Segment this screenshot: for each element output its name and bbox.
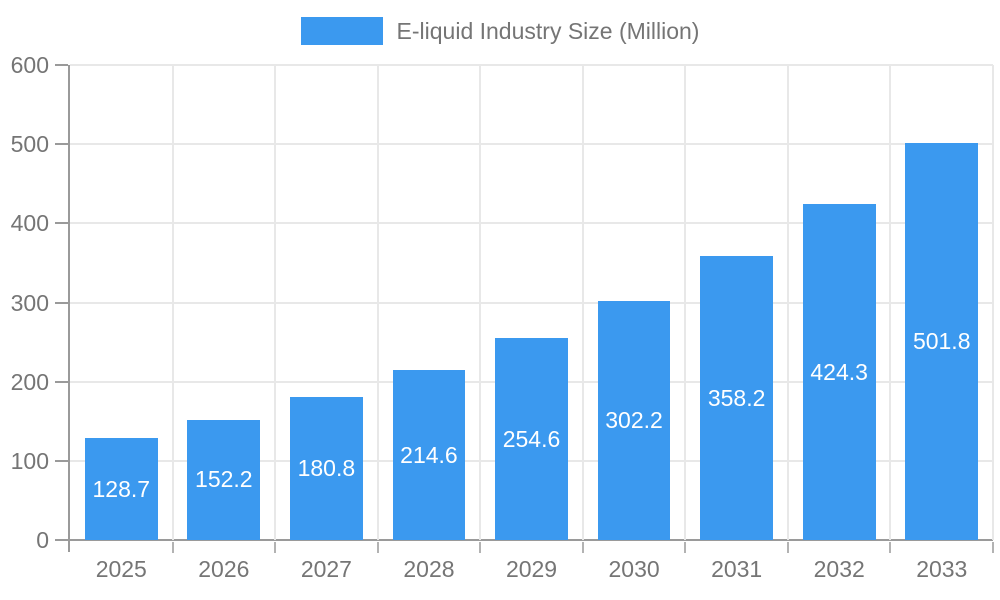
y-axis-tick bbox=[55, 301, 68, 304]
bar-2026[interactable]: 152.2 bbox=[187, 419, 261, 540]
gridline-vertical bbox=[479, 65, 482, 540]
legend-swatch[interactable] bbox=[300, 17, 383, 45]
legend-label[interactable]: E-liquid Industry Size (Million) bbox=[396, 17, 700, 44]
x-axis-label: 2031 bbox=[711, 556, 763, 582]
y-axis-tick bbox=[55, 539, 68, 541]
y-axis-tick-label: 400 bbox=[10, 210, 49, 237]
y-axis-tick-label: 100 bbox=[10, 447, 49, 474]
bar-2031[interactable]: 358.2 bbox=[700, 256, 774, 540]
bar-value-label: 254.6 bbox=[502, 425, 561, 452]
bar-2029[interactable]: 254.6 bbox=[495, 338, 568, 540]
x-axis-label: 2026 bbox=[198, 556, 250, 582]
y-axis-tick-label: 200 bbox=[10, 368, 49, 395]
gridline-vertical bbox=[992, 65, 994, 540]
gridline-vertical bbox=[684, 65, 687, 540]
plot-area: 128.7 152.2 180.8 214.6 254.6 302.2 358.2 424.3… bbox=[70, 64, 994, 553]
bar-value-label: 180.8 bbox=[297, 454, 356, 481]
x-axis-tick bbox=[786, 542, 789, 553]
x-axis-tick bbox=[581, 542, 584, 553]
gridline-vertical bbox=[889, 65, 892, 540]
gridline-horizontal bbox=[70, 64, 993, 66]
x-axis-tick bbox=[479, 542, 482, 553]
gridline-vertical bbox=[274, 65, 277, 540]
bar-2025[interactable]: 128.7 bbox=[84, 438, 158, 540]
bar-value-label: 302.2 bbox=[605, 406, 663, 433]
x-axis-label: 2025 bbox=[95, 556, 147, 582]
y-axis-tick bbox=[55, 143, 68, 146]
x-axis-label: 2027 bbox=[300, 556, 352, 582]
y-axis-tick bbox=[55, 459, 68, 462]
x-axis-label: 2032 bbox=[813, 556, 865, 582]
gridline-horizontal bbox=[70, 143, 993, 146]
y-axis-tick-label: 500 bbox=[10, 131, 49, 158]
bar-2033[interactable]: 501.8 bbox=[905, 142, 979, 540]
x-axis-tick bbox=[992, 542, 994, 553]
x-axis-line bbox=[68, 539, 993, 541]
gridline-vertical bbox=[376, 65, 379, 540]
y-axis-tick-label: 0 bbox=[36, 527, 49, 553]
x-axis-tick bbox=[171, 542, 174, 553]
x-axis-label: 2028 bbox=[403, 556, 455, 582]
gridline-vertical bbox=[786, 65, 789, 540]
gridline-vertical bbox=[171, 65, 174, 540]
x-axis: 2025 2026 2027 2028 2029 2030 2031 2032 2033 bbox=[70, 556, 993, 583]
bar-value-label: 358.2 bbox=[707, 384, 766, 411]
y-axis-line bbox=[68, 65, 70, 552]
legend: E-liquid Industry Size (Million) bbox=[0, 17, 1000, 45]
y-axis-tick bbox=[55, 380, 68, 383]
bar-value-label: 501.8 bbox=[912, 327, 971, 354]
bar-2028[interactable]: 214.6 bbox=[392, 370, 466, 540]
bar-value-label: 152.2 bbox=[195, 466, 253, 493]
y-axis-tick-label: 600 bbox=[10, 52, 49, 78]
x-axis-tick bbox=[684, 542, 687, 553]
gridline-horizontal bbox=[70, 301, 993, 304]
bar-value-label: 424.3 bbox=[810, 358, 868, 385]
gridline-vertical bbox=[581, 65, 584, 540]
y-axis-tick bbox=[55, 222, 68, 225]
x-axis-tick bbox=[274, 542, 277, 553]
x-axis-tick bbox=[889, 542, 892, 553]
bar-2032[interactable]: 424.3 bbox=[802, 204, 876, 540]
x-axis-label: 2030 bbox=[608, 556, 660, 582]
bar-2027[interactable]: 180.8 bbox=[289, 396, 363, 540]
y-axis-tick bbox=[55, 64, 68, 66]
x-axis-label: 2029 bbox=[505, 556, 558, 582]
x-axis-label: 2033 bbox=[916, 556, 968, 582]
y-axis: 0 100 200 300 400 500 600 bbox=[0, 52, 70, 553]
x-axis-tick bbox=[376, 542, 379, 553]
bar-value-label: 214.6 bbox=[400, 441, 458, 468]
gridline-horizontal bbox=[70, 222, 993, 225]
y-axis-tick-label: 300 bbox=[10, 289, 49, 316]
bar-2030[interactable]: 302.2 bbox=[597, 300, 671, 540]
bar-value-label: 128.7 bbox=[92, 475, 151, 502]
